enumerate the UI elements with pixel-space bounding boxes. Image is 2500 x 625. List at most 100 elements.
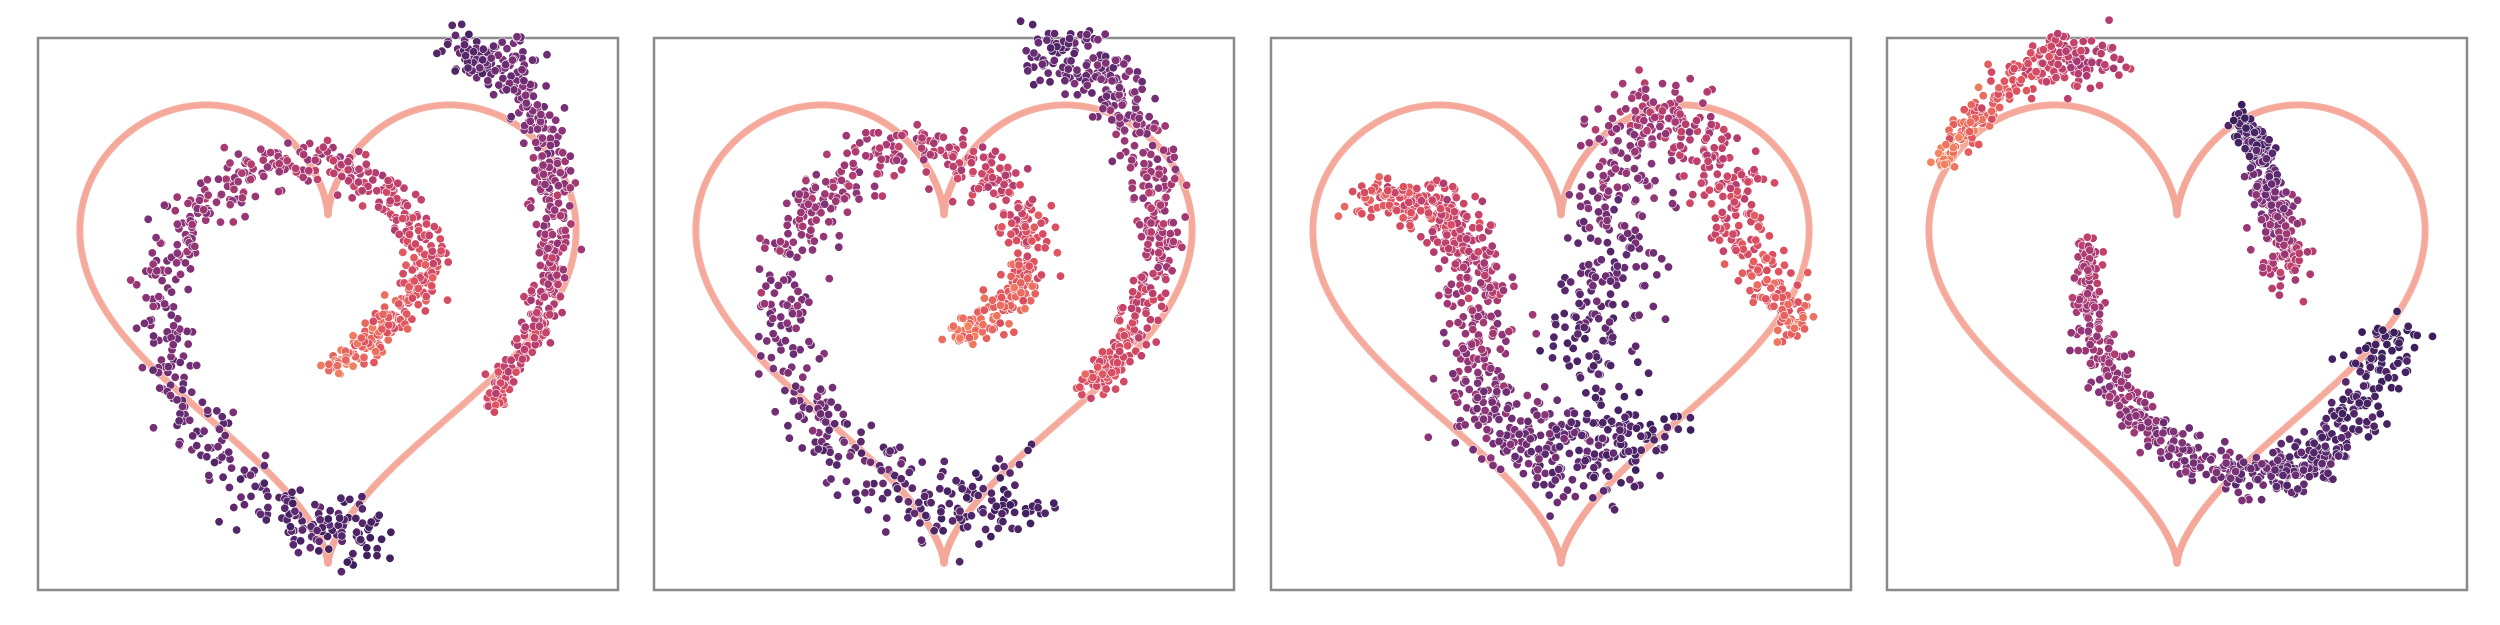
scatter-point: [178, 385, 188, 395]
scatter-point: [1534, 444, 1544, 454]
scatter-point: [1016, 278, 1026, 288]
scatter-point: [398, 269, 408, 279]
scatter-point: [826, 397, 836, 407]
scatter-point: [237, 193, 247, 203]
scatter-point: [374, 510, 384, 520]
scatter-point: [285, 522, 295, 532]
scatter-point: [288, 540, 298, 550]
scatter-point: [925, 150, 935, 160]
scatter-point: [246, 159, 256, 169]
scatter-point: [1168, 237, 1178, 247]
scatter-point: [921, 167, 931, 177]
scatter-point: [183, 284, 193, 294]
scatter-point: [917, 133, 927, 143]
scatter-point: [784, 433, 794, 443]
scatter-point: [538, 160, 548, 170]
scatter-point: [1534, 454, 1544, 464]
scatter-point: [1115, 151, 1125, 161]
scatter-point: [889, 171, 899, 181]
scatter-point: [239, 500, 249, 510]
scatter-point: [550, 205, 560, 215]
scatter-point: [760, 243, 770, 253]
scatter-point: [1518, 469, 1528, 479]
scatter-point: [948, 152, 958, 162]
scatter-point: [1566, 417, 1576, 427]
scatter-point: [506, 112, 516, 122]
scatter-point: [1139, 159, 1149, 169]
scatter-point: [565, 151, 575, 161]
scatter-point: [328, 156, 338, 166]
scatter-point: [881, 527, 891, 537]
scatter-point: [1001, 195, 1011, 205]
scatter-point: [910, 508, 920, 518]
scatter-point: [1126, 163, 1136, 173]
scatter-point: [811, 170, 821, 180]
scatter-point: [1589, 463, 1599, 473]
scatter-point: [870, 181, 880, 191]
scatter-point: [343, 165, 353, 175]
scatter-point: [394, 299, 404, 309]
scatter-point: [341, 355, 351, 365]
scatter-point: [329, 168, 339, 178]
scatter-point: [565, 201, 575, 211]
scatter-point: [566, 219, 576, 229]
scatter-point: [1404, 197, 1414, 207]
scatter-point: [298, 172, 308, 182]
scatter-point: [1481, 433, 1491, 443]
scatter-point: [1685, 413, 1695, 423]
scatter-point: [1096, 74, 1106, 84]
scatter-point: [1398, 213, 1408, 223]
scatter-point: [236, 492, 246, 502]
scatter-point: [166, 310, 176, 320]
scatter-point: [978, 508, 988, 518]
scatter-point: [855, 138, 865, 148]
scatter-point: [798, 372, 808, 382]
scatter-point: [1119, 377, 1129, 387]
scatter-point: [1463, 364, 1473, 374]
scatter-point: [343, 157, 353, 167]
scatter-point: [304, 166, 314, 176]
scatter-point: [1154, 169, 1164, 179]
scatter-point: [971, 468, 981, 478]
scatter-point: [1392, 206, 1402, 216]
scatter-point: [517, 354, 527, 364]
scatter-point: [163, 266, 173, 276]
scatter-point: [839, 437, 849, 447]
scatter-point: [921, 510, 931, 520]
scatter-point: [232, 525, 242, 535]
scatter-point: [1619, 392, 1629, 402]
scatter-point: [1651, 446, 1661, 456]
scatter-point: [838, 409, 848, 419]
scatter-point: [877, 191, 887, 201]
scatter-point: [986, 532, 996, 542]
scatter-point: [413, 300, 423, 310]
scatter-point: [347, 193, 357, 203]
scatter-point: [1004, 187, 1014, 197]
scatter-point: [1574, 445, 1584, 455]
scatter-point: [955, 557, 965, 567]
scatter-point: [325, 506, 335, 516]
scatter-point: [1448, 369, 1458, 379]
scatter-point: [915, 518, 925, 528]
scatter-point: [1123, 341, 1133, 351]
scatter-point: [942, 486, 952, 496]
scatter-point: [132, 280, 142, 290]
scatter-point: [861, 128, 871, 138]
scatter-point: [310, 500, 320, 510]
scatter-point: [176, 269, 186, 279]
scatter-point: [1167, 266, 1177, 276]
scatter-point: [149, 423, 159, 433]
scatter-point: [1015, 180, 1025, 190]
scatter-point: [966, 158, 976, 168]
scatter-point: [856, 427, 866, 437]
scatter-point: [981, 162, 991, 172]
scatter-point: [1480, 270, 1490, 280]
scatter-point: [1035, 75, 1045, 85]
scatter-point: [1045, 77, 1055, 87]
scatter-point: [265, 148, 275, 158]
scatter-point: [1552, 395, 1562, 405]
scatter-point: [436, 246, 446, 256]
scatter-point: [343, 176, 353, 186]
scatter-point: [224, 482, 234, 492]
